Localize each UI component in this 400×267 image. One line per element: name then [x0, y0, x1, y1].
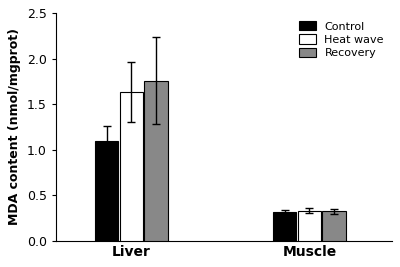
Y-axis label: MDA content (nmol/mgprot): MDA content (nmol/mgprot): [8, 28, 21, 225]
Bar: [298, 210, 321, 241]
Legend: Control, Heat wave, Recovery: Control, Heat wave, Recovery: [297, 19, 386, 60]
Bar: [120, 92, 143, 241]
Bar: [95, 142, 118, 241]
Bar: [273, 212, 296, 241]
Bar: [144, 81, 168, 241]
Bar: [322, 211, 346, 241]
